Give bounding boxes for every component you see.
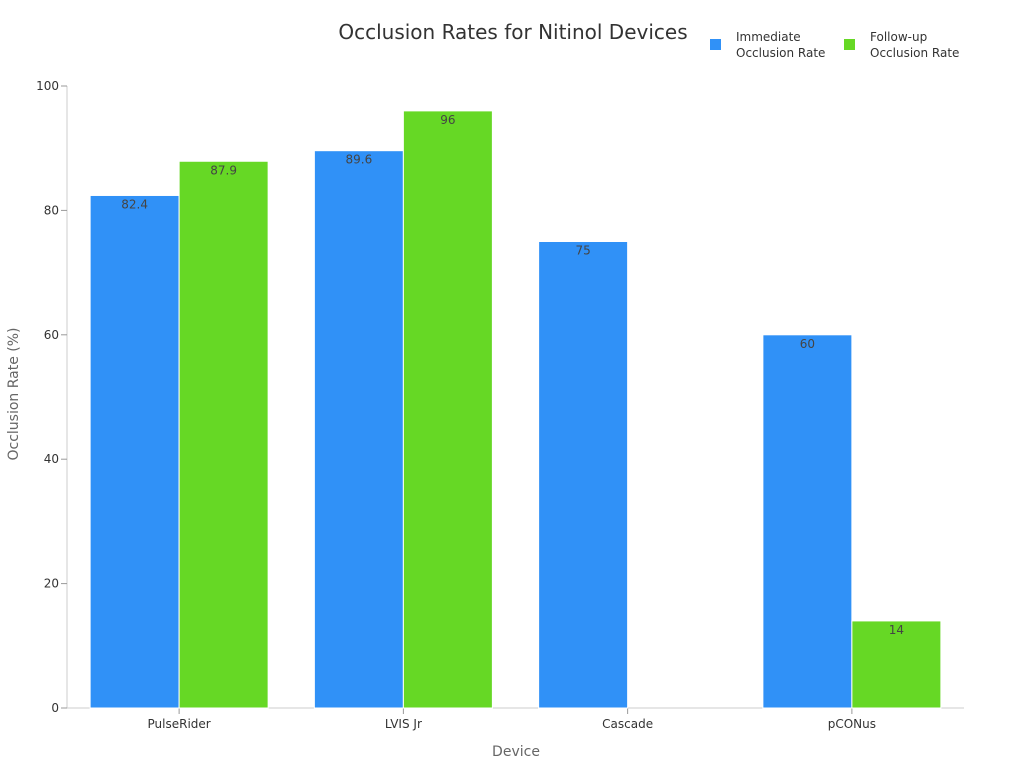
bar-value-label: 87.9 — [210, 163, 237, 177]
y-tick-label: 0 — [51, 701, 59, 715]
bar-immediate — [538, 241, 629, 709]
legend-label: Follow-up — [870, 30, 927, 44]
y-axis-title: Occlusion Rate (%) — [6, 327, 22, 460]
legend-label: Occlusion Rate — [870, 46, 959, 60]
bar-value-label: 14 — [889, 623, 904, 637]
x-axis: PulseRider LVIS Jr Cascade pCONus — [67, 707, 964, 731]
y-axis: 0 20 40 60 80 100 — [36, 79, 68, 715]
bars — [89, 110, 942, 709]
bar-value-label: 82.4 — [121, 197, 148, 211]
bar-value-label: 75 — [575, 244, 590, 258]
bar-value-label: 60 — [800, 337, 815, 351]
x-tick-label: pCONus — [828, 717, 876, 731]
bar-immediate — [313, 150, 404, 709]
bar-immediate — [89, 194, 180, 709]
legend-label: Immediate — [736, 30, 801, 44]
bar-follow-up — [402, 110, 493, 709]
data-labels: 82.4 87.9 89.6 96 75 60 14 — [121, 113, 904, 637]
bar-value-label: 96 — [440, 113, 455, 127]
legend-label: Occlusion Rate — [736, 46, 825, 60]
y-tick-label: 100 — [36, 79, 59, 93]
y-tick-label: 80 — [44, 203, 59, 217]
bar-immediate — [762, 334, 853, 709]
y-tick-label: 40 — [44, 452, 59, 466]
bar-follow-up — [178, 160, 269, 709]
legend: Immediate Occlusion Rate Follow-up Occlusio… — [710, 30, 959, 60]
x-axis-title: Device — [492, 744, 540, 760]
chart-title: Occlusion Rates for Nitinol Devices — [338, 20, 687, 44]
y-tick-label: 60 — [44, 328, 59, 342]
x-tick-label: LVIS Jr — [385, 717, 422, 731]
bar-follow-up — [851, 620, 942, 709]
legend-swatch — [844, 39, 855, 50]
legend-swatch — [710, 39, 721, 50]
y-tick-label: 20 — [44, 577, 59, 591]
x-tick-label: Cascade — [602, 717, 653, 731]
x-tick-label: PulseRider — [148, 717, 211, 731]
bar-value-label: 89.6 — [346, 153, 373, 167]
